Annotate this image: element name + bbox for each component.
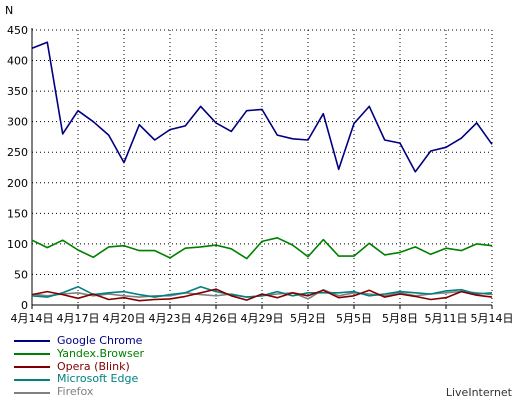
- y-tick-label: 450: [7, 24, 28, 37]
- legend-swatch: [14, 365, 50, 368]
- x-tick-label: 4月17日: [57, 312, 100, 325]
- y-tick-label: 350: [7, 85, 28, 98]
- legend-swatch: [14, 391, 50, 394]
- y-tick-label: 100: [7, 238, 28, 251]
- series-line-microsoft-edge: [31, 285, 493, 298]
- legend-label: Opera (Blink): [57, 359, 130, 373]
- series-line-yandex-browser: [31, 237, 493, 260]
- x-tick-label: 4月26日: [195, 312, 238, 325]
- legend-label: Microsoft Edge: [57, 372, 139, 386]
- x-tick-label: 4月23日: [149, 312, 192, 325]
- legend-item-microsoft-edge: Microsoft Edge: [14, 373, 144, 386]
- legend-label: Google Chrome: [57, 334, 143, 347]
- series-line-google-chrome: [31, 41, 493, 173]
- x-tick-label: 5月8日: [382, 312, 418, 325]
- x-tick-label: 4月20日: [103, 312, 146, 325]
- y-tick-label: 200: [7, 177, 28, 190]
- legend-swatch: [14, 353, 50, 356]
- y-tick-label: 50: [14, 268, 28, 281]
- legend-swatch: [14, 340, 50, 343]
- x-tick-label: 5月14日: [471, 312, 514, 325]
- x-tick-label: 5月5日: [336, 312, 372, 325]
- x-tick-label: 5月2日: [290, 312, 326, 325]
- x-tick-label: 5月11日: [425, 312, 468, 325]
- y-axis-label: N: [5, 4, 13, 17]
- x-tick-label: 4月29日: [241, 312, 284, 325]
- legend-item-google-chrome: Google Chrome: [14, 334, 144, 348]
- legend-label: Firefox: [57, 385, 94, 399]
- credit-label: LiveInternet: [445, 386, 512, 399]
- y-tick-label: 150: [7, 207, 28, 220]
- legend: Google Chrome Yandex.Browser Opera (Blink)…: [14, 334, 145, 399]
- legend-item-firefox: Firefox: [14, 385, 144, 399]
- y-tick-label: 400: [7, 55, 28, 68]
- legend-label: Yandex.Browser: [57, 346, 145, 360]
- legend-swatch: [14, 378, 50, 381]
- y-tick-label: 250: [7, 146, 28, 159]
- y-tick-label: 300: [7, 116, 28, 129]
- legend-item-opera-blink: Opera (Blink): [14, 359, 144, 374]
- y-tick-label: 0: [21, 299, 28, 312]
- x-tick-label: 4月14日: [11, 312, 54, 325]
- legend-item-yandex-browser: Yandex.Browser: [14, 346, 145, 361]
- series-line-opera-blink: [31, 288, 493, 302]
